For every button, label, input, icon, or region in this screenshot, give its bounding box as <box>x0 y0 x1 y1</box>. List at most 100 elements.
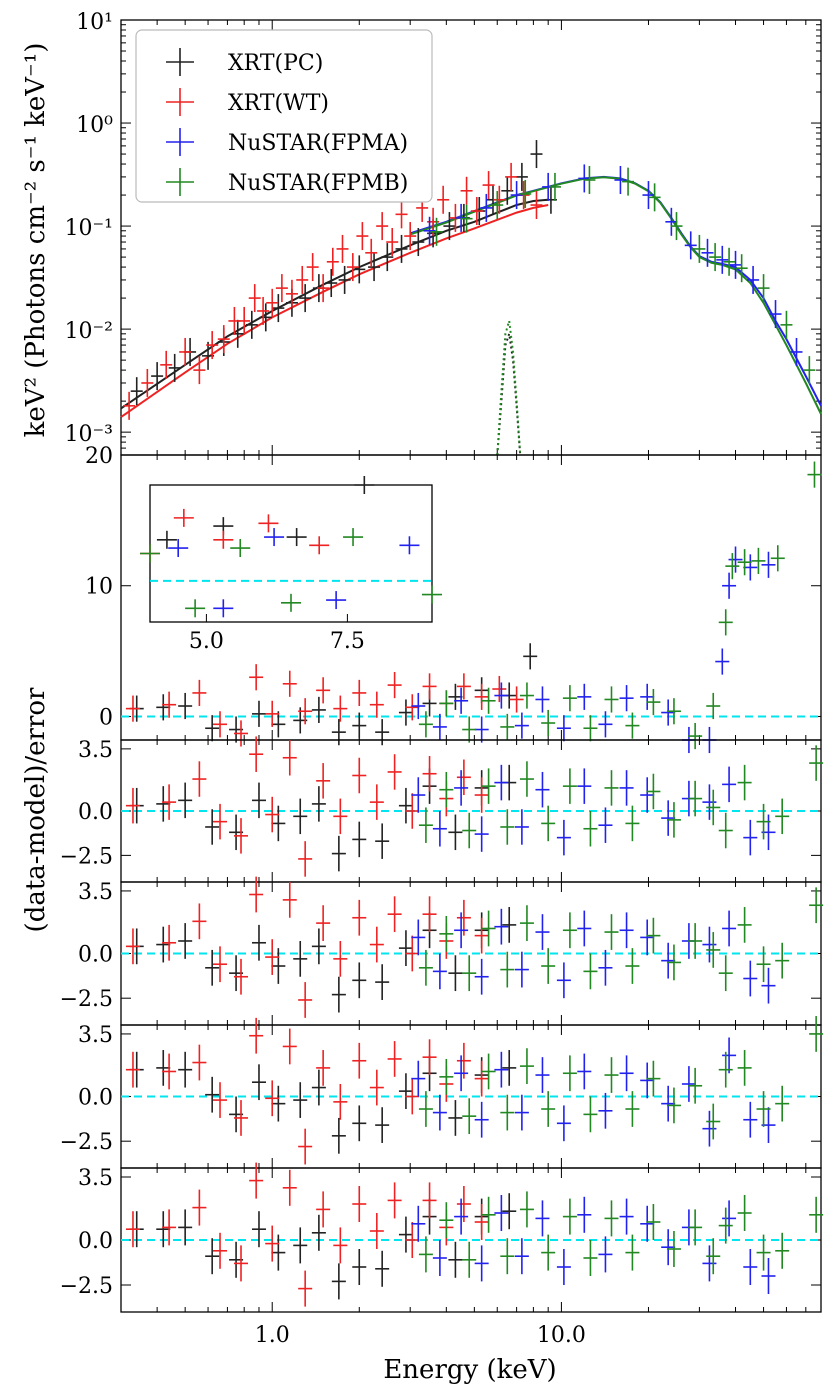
nustar-fpma--point <box>761 551 776 578</box>
xrt-wt--point <box>369 691 384 718</box>
xrt-wt--point <box>275 274 288 303</box>
nustar-fpmb--point <box>462 1241 477 1278</box>
panels-layer: 10⁻³ 10⁻² 10⁻¹ 10⁰ 10¹ keV² (Photons cm⁻² s⁻¹… <box>21 10 824 1348</box>
xrt-wt--point <box>437 185 450 214</box>
xrt-wt--point <box>422 896 437 933</box>
xrt-pc--point <box>325 269 338 298</box>
inset-nustar-fpmb--point <box>230 539 251 558</box>
nustar-fpmb--point <box>604 686 619 713</box>
nustar-fpma--point <box>474 958 489 995</box>
xrt-wt--point <box>404 222 417 251</box>
y-tick-label: 0 <box>99 705 113 730</box>
nustar-fpmb--point <box>693 234 706 263</box>
xrt-wt--point <box>470 197 483 226</box>
nustar-fpmb--point <box>625 948 640 984</box>
xrt-pc--point <box>205 1238 220 1275</box>
xrt-wt--point <box>249 736 264 772</box>
xrt-wt--point <box>257 296 270 325</box>
model-line <box>496 320 522 456</box>
inset-nustar-fpma--point <box>168 539 189 558</box>
xrt-pc--point <box>231 319 244 348</box>
xrt-pc--point <box>271 948 286 984</box>
inset-nustar-fpmb--point <box>281 593 301 612</box>
nustar-fpma--point <box>716 245 729 274</box>
xrt-pc--point <box>168 353 181 382</box>
xrt-wt--point <box>234 1100 249 1136</box>
xrt-wt--point <box>125 787 140 824</box>
xrt-pc--point <box>412 228 425 257</box>
nustar-fpmb--point <box>462 955 477 992</box>
xrt-wt--point <box>505 162 518 191</box>
nustar-fpmb--point <box>688 780 703 817</box>
xrt-pc--point <box>156 926 171 963</box>
nustar-fpmb--point <box>500 809 515 845</box>
xrt-pc--point <box>398 1073 413 1110</box>
xrt-wt--point <box>141 368 154 397</box>
legend-nustar-fpmb--point <box>166 168 194 196</box>
xrt-wt--point <box>456 673 471 700</box>
nustar-fpma--point <box>743 1249 758 1285</box>
nustar-fpmb--point <box>562 768 577 804</box>
xrt-wt--point <box>474 1204 489 1240</box>
nustar-fpma--point <box>619 770 634 806</box>
xrt-wt--point <box>192 1189 207 1226</box>
inset-xrt-wt--point <box>213 530 234 549</box>
xrt-pc--point <box>395 234 408 263</box>
nustar-fpma--point <box>661 800 676 836</box>
xrt-wt--point <box>234 818 249 854</box>
xrt-pc--point <box>353 255 366 284</box>
nustar-fpma--point <box>411 919 426 956</box>
y-tick-label: 0.0 <box>78 800 113 825</box>
nustar-fpmb--point <box>809 887 824 924</box>
nustar-fpma--point <box>619 912 634 949</box>
xrt-pc--point <box>272 294 285 323</box>
nustar-fpma--point <box>535 914 550 950</box>
nustar-fpma--point <box>665 207 678 236</box>
nustar-fpma--point <box>514 712 529 739</box>
nustar-fpmb--point <box>735 254 748 283</box>
xrt-wt--point <box>405 793 420 829</box>
nustar-fpmb--point <box>725 553 740 580</box>
nustar-fpmb--point <box>756 1234 771 1271</box>
nustar-fpma--point <box>684 231 697 260</box>
nustar-fpma--point <box>761 967 776 1004</box>
nustar-fpmb--point <box>648 183 661 212</box>
xrt-pc--point <box>381 243 394 272</box>
xrt-pc--point <box>398 930 413 967</box>
nustar-fpmb--point <box>718 1207 733 1244</box>
xrt-wt--point <box>162 1209 177 1246</box>
nustar-fpma--point <box>702 1245 717 1282</box>
nustar-fpma--point <box>432 811 447 847</box>
xrt-pc--point <box>205 949 220 986</box>
xrt-pc--point <box>331 976 346 1013</box>
inset-xrt-wt--point <box>258 514 279 533</box>
nustar-fpmb--point <box>670 212 683 241</box>
y-tick-label: 0.0 <box>78 943 113 968</box>
xrt-wt--point <box>369 926 384 963</box>
nustar-fpma--point <box>577 683 592 710</box>
nustar-fpma--point <box>614 165 627 194</box>
xrt-wt--point <box>474 1060 489 1097</box>
nustar-fpmb--point <box>583 1240 598 1276</box>
xrt-pc--point <box>178 692 193 720</box>
nustar-fpma--point <box>761 1258 776 1294</box>
nustar-fpma--point <box>640 683 655 710</box>
xrt-pc--point <box>178 1209 193 1246</box>
xrt-wt--point <box>282 740 297 776</box>
nustar-fpmb--point <box>809 745 824 781</box>
xrt-wt--point <box>298 982 313 1018</box>
xrt-pc--point <box>448 1100 463 1136</box>
y-axis-label-spectrum: keV² (Photons cm⁻² s⁻¹ keV⁻¹) <box>21 43 51 438</box>
xrt-pc--point <box>448 683 463 710</box>
nustar-fpma--point <box>411 1205 426 1242</box>
xrt-pc--point <box>178 1051 193 1088</box>
nustar-fpma--point <box>535 1200 550 1237</box>
nustar-fpmb--point <box>709 243 722 272</box>
xrt-pc--point <box>502 1193 517 1230</box>
xrt-wt--point <box>296 265 309 294</box>
nustar-fpma--point <box>411 1060 426 1097</box>
xrt-wt--point <box>316 677 331 704</box>
nustar-fpma--point <box>619 1055 634 1092</box>
nustar-fpma--point <box>598 1236 613 1273</box>
nustar-fpmb--point <box>757 274 770 303</box>
